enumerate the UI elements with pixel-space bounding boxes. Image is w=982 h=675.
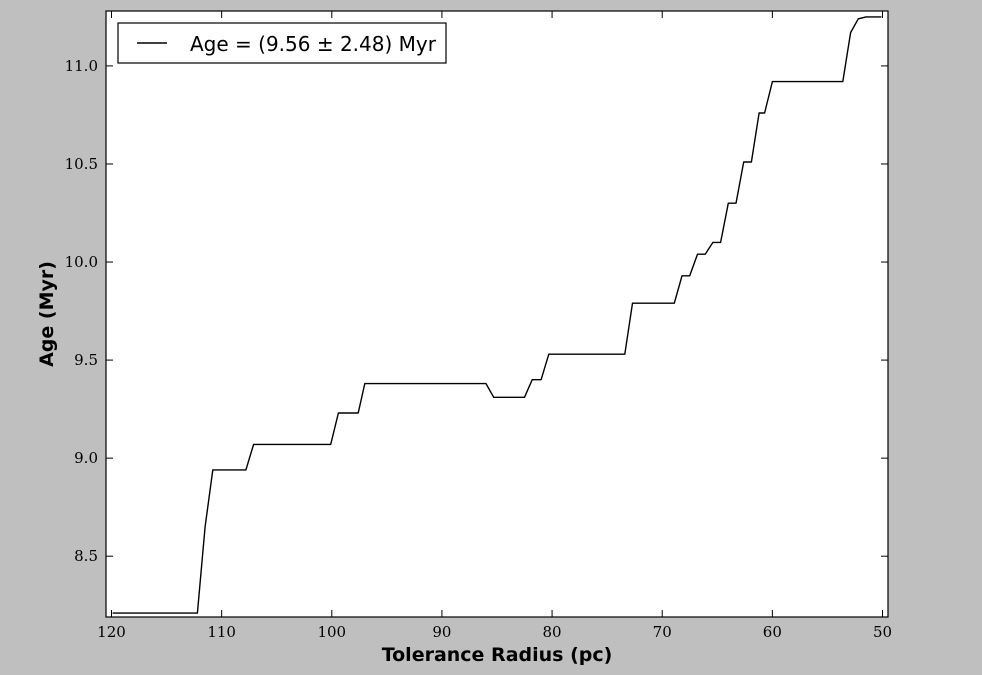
legend-box [117, 22, 447, 64]
series-line-age [112, 16, 882, 614]
x-tick-label: 110 [207, 623, 236, 641]
x-tick-label: 80 [543, 623, 562, 641]
x-tick-label: 120 [97, 623, 126, 641]
y-tick-label: 8.5 [74, 547, 98, 565]
y-tick-label: 10.0 [65, 253, 98, 271]
x-tick-label: 60 [763, 623, 782, 641]
plot-area [106, 11, 888, 617]
x-tick-label: 90 [432, 623, 451, 641]
legend-label: Age = (9.56 ± 2.48) Myr [190, 32, 437, 56]
y-tick-label: 9.5 [74, 351, 98, 369]
y-tick-label: 9.0 [74, 449, 98, 467]
x-axis-label: Tolerance Radius (pc) [381, 644, 613, 666]
x-tick-label: 50 [873, 623, 892, 641]
legend: Age = (9.56 ± 2.48) Myr [117, 22, 447, 64]
ticks-layer: 120 110 100 90 80 70 60 50 8.5 9.0 9.5 10.0 10.5 11.0 [65, 11, 892, 641]
series-layer [112, 16, 882, 614]
y-axis-label: Age (Myr) [36, 261, 58, 367]
y-tick-label: 11.0 [65, 57, 98, 75]
x-tick-label: 70 [653, 623, 672, 641]
plot-frame [105, 10, 889, 618]
y-tick-label: 10.5 [65, 155, 98, 173]
x-tick-label: 100 [317, 623, 346, 641]
